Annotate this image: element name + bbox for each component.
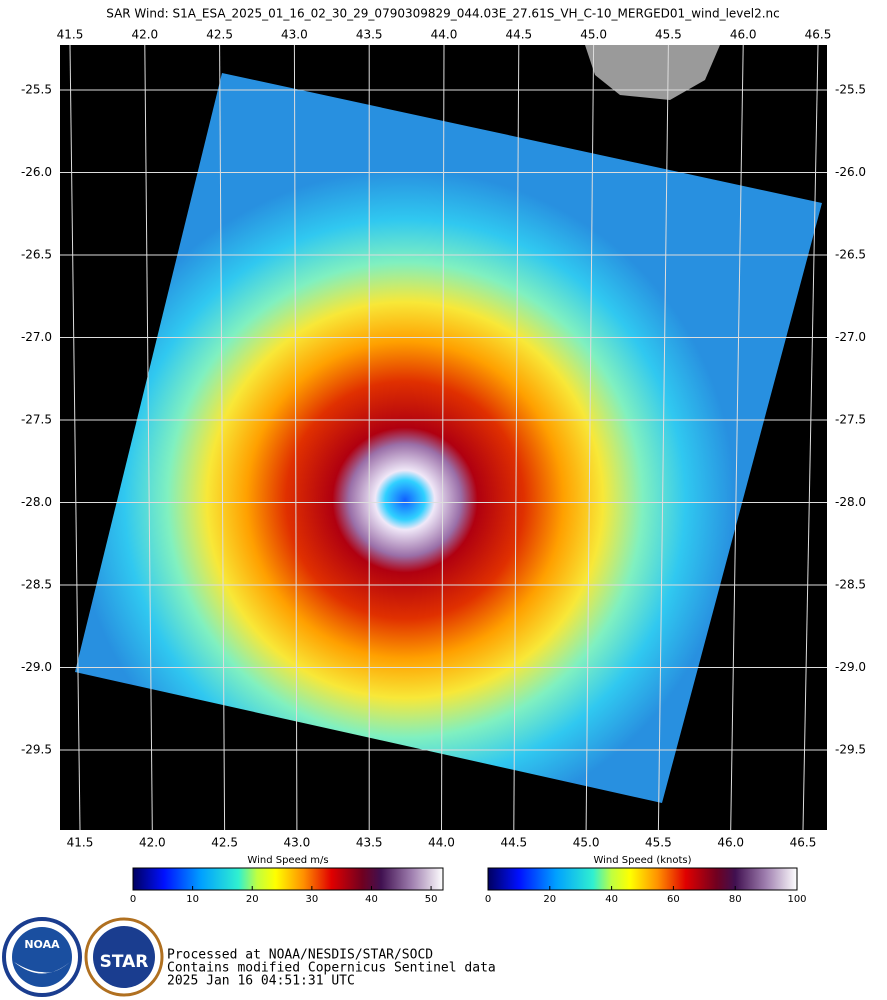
x-tick-label: 43.0 [281, 28, 308, 42]
star-logo: STAR [84, 917, 164, 997]
noaa-logo: NOAA [2, 917, 82, 997]
logo-disc [93, 926, 155, 988]
grid [60, 44, 827, 831]
x-tick-label: 42.5 [206, 28, 233, 42]
colorbar-tick-label: 60 [667, 894, 680, 905]
y-tick-label: -26.0 [21, 165, 52, 179]
footer-line: 2025 Jan 16 04:51:31 UTC [167, 974, 355, 989]
grid-line [144, 44, 153, 831]
colorbar [132, 867, 444, 891]
y-tick-label: -27.5 [21, 413, 52, 427]
x-tick-label: 43.5 [356, 28, 383, 42]
x-tick-label: 44.0 [428, 836, 455, 850]
title: SAR Wind: S1A_ESA_2025_01_16_02_30_29_07… [106, 7, 780, 21]
y-tick-label: -27.0 [835, 330, 866, 344]
y-tick-label: -27.5 [835, 413, 866, 427]
colorbar-tick-label: 0 [485, 894, 491, 905]
y-tick-label: -28.5 [835, 578, 866, 592]
y-tick-label: -26.0 [835, 165, 866, 179]
colorbar-tick-label: 80 [729, 894, 742, 905]
logo-text: STAR [100, 952, 149, 972]
y-tick-label: -26.5 [835, 248, 866, 262]
y-tick-label: -29.0 [21, 660, 52, 674]
x-tick-label: 44.5 [505, 28, 532, 42]
grid-line [513, 44, 520, 831]
logo-bird [14, 962, 70, 974]
y-tick-label: -26.5 [21, 248, 52, 262]
colorbar [487, 867, 798, 891]
colorbar-tick-label: 0 [130, 894, 136, 905]
x-tick-label: 43.0 [284, 836, 311, 850]
x-tick-label: 46.0 [730, 28, 757, 42]
colorbar-tick-label: 30 [305, 894, 318, 905]
x-tick-label: 45.5 [645, 836, 672, 850]
x-tick-label: 46.5 [790, 836, 817, 850]
colorbar-label: Wind Speed m/s [247, 855, 328, 866]
colorbar-tick-label: 40 [365, 894, 378, 905]
coastline [585, 45, 720, 100]
y-tick-label: -29.5 [21, 743, 52, 757]
grid-line [585, 44, 595, 831]
colorbar-label: Wind Speed (knots) [593, 855, 691, 866]
y-tick-label: -28.5 [21, 578, 52, 592]
x-tick-label: 46.5 [805, 28, 832, 42]
x-tick-label: 45.5 [655, 28, 682, 42]
colorbar-tick-label: 20 [543, 894, 556, 905]
footer: Processed at NOAA/NESDIS/STAR/SOCD Conta… [167, 948, 496, 989]
x-tick-label: 46.0 [717, 836, 744, 850]
colorbar-tick-label: 40 [605, 894, 618, 905]
x-tick-label: 41.5 [57, 28, 84, 42]
y-tick-label: -29.5 [835, 743, 866, 757]
y-tick-label: -28.0 [21, 495, 52, 509]
x-tick-label: 45.0 [580, 28, 607, 42]
colorbars: Wind Speed m/s 0 10 20 30 40 50 Wind Speed (kno… [130, 855, 807, 905]
grid-line [730, 44, 744, 831]
x-tick-label: 44.0 [431, 28, 458, 42]
grid-line [441, 44, 445, 831]
grid-line [219, 44, 226, 831]
logo-text: NOAA [24, 938, 60, 951]
grid-line [69, 44, 81, 831]
grid-line [293, 44, 298, 831]
y-tick-label: -25.5 [835, 83, 866, 97]
x-tick-label: 45.0 [573, 836, 600, 850]
grid-line [657, 44, 669, 831]
logo-disc [12, 927, 72, 987]
grid-line [802, 44, 819, 831]
x-tick-label: 42.5 [211, 836, 238, 850]
footer-line: Processed at NOAA/NESDIS/STAR/SOCD [167, 948, 433, 963]
colorbar-tick-label: 50 [425, 894, 438, 905]
x-tick-label: 42.0 [131, 28, 158, 42]
y-tick-label: -29.0 [835, 660, 866, 674]
x-tick-label: 42.0 [139, 836, 166, 850]
y-tick-label: -27.0 [21, 330, 52, 344]
footer-line: Contains modified Copernicus Sentinel da… [167, 961, 496, 976]
colorbar-tick-label: 10 [186, 894, 199, 905]
colorbar-tick-label: 20 [246, 894, 259, 905]
x-tick-label: 44.5 [500, 836, 527, 850]
y-tick-label: -28.0 [835, 495, 866, 509]
y-tick-label: -25.5 [21, 83, 52, 97]
x-tick-label: 41.5 [67, 836, 94, 850]
x-tick-label: 43.5 [356, 836, 383, 850]
colorbar-tick-label: 100 [787, 894, 806, 905]
